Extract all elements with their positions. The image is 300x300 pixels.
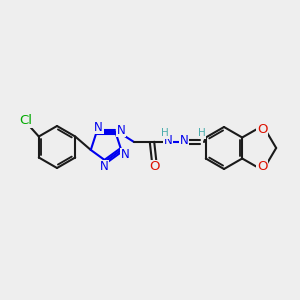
Text: H: H xyxy=(198,128,206,138)
Text: H: H xyxy=(161,128,169,138)
Text: N: N xyxy=(94,121,103,134)
Text: O: O xyxy=(257,160,267,173)
Text: N: N xyxy=(164,134,172,148)
Text: N: N xyxy=(180,134,188,148)
Text: N: N xyxy=(117,124,126,136)
Text: Cl: Cl xyxy=(19,114,32,127)
Text: N: N xyxy=(121,148,130,161)
Text: O: O xyxy=(150,160,160,173)
Text: N: N xyxy=(100,160,108,173)
Text: O: O xyxy=(257,123,267,136)
